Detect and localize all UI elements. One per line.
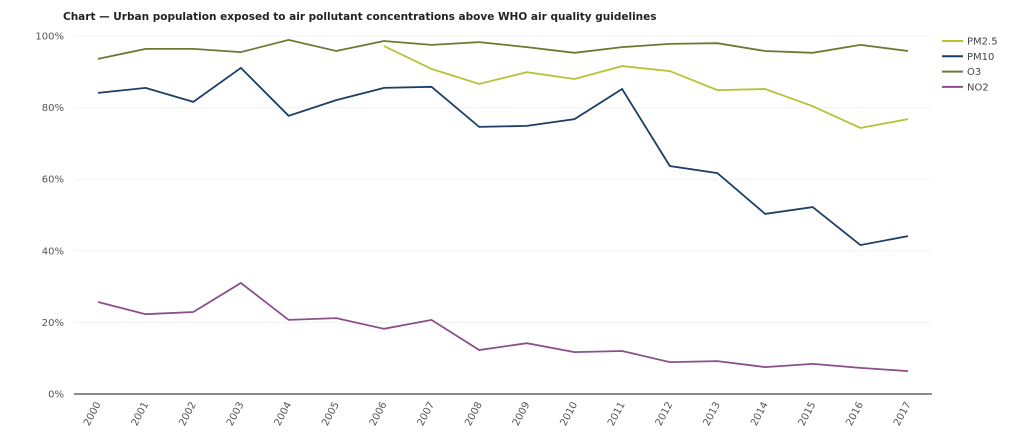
x-tick-label: 2000 (82, 400, 104, 428)
gridlines (74, 35, 932, 323)
y-axis-ticks: 0% 20% 40% 60% 80% 100% (35, 32, 64, 401)
series-lines (97, 38, 909, 372)
x-tick-label: 2002 (177, 400, 199, 428)
x-tick-label: 2011 (606, 400, 628, 428)
chart-title: Chart — Urban population exposed to air … (63, 11, 657, 23)
x-tick-label: 2017 (892, 400, 914, 428)
legend: PM2.5 PM10 O3 NO2 (942, 37, 998, 93)
x-tick-label: 2005 (320, 400, 342, 428)
x-tick-label: 2007 (416, 400, 438, 428)
y-tick-label: 100% (35, 32, 64, 43)
x-tick-label: 2016 (844, 400, 866, 428)
y-tick-label: 40% (42, 246, 64, 257)
series-line-pm10 (97, 66, 909, 247)
x-tick-label: 2008 (463, 400, 485, 428)
legend-item[interactable]: O3 (942, 67, 981, 78)
x-tick-label: 2012 (654, 400, 676, 428)
legend-label: O3 (967, 67, 981, 78)
x-tick-label: 2001 (130, 400, 152, 428)
x-axis-ticks: 2000 2001 2002 2003 2004 2005 2006 2007 2008 2009… (82, 400, 914, 428)
y-tick-label: 20% (42, 318, 64, 329)
series-line-pm25 (383, 45, 909, 129)
legend-label: PM2.5 (967, 37, 998, 48)
y-tick-label: 0% (48, 390, 64, 401)
x-tick-label: 2014 (749, 400, 771, 428)
y-tick-label: 60% (42, 175, 64, 186)
x-tick-label: 2015 (797, 400, 819, 428)
x-tick-label: 2006 (368, 400, 390, 428)
x-tick-label: 2013 (701, 400, 723, 428)
legend-item[interactable]: PM10 (942, 52, 994, 63)
x-tick-label: 2010 (558, 400, 580, 428)
x-tick-label: 2004 (273, 400, 295, 428)
x-tick-label: 2003 (225, 400, 247, 428)
series-line-o3 (97, 38, 909, 60)
legend-label: PM10 (967, 52, 994, 63)
legend-label: NO2 (967, 82, 989, 93)
legend-item[interactable]: PM2.5 (942, 37, 998, 48)
legend-item[interactable]: NO2 (942, 82, 989, 93)
y-tick-label: 80% (42, 103, 64, 114)
series-line-no2 (97, 281, 909, 372)
x-tick-label: 2009 (511, 400, 533, 428)
